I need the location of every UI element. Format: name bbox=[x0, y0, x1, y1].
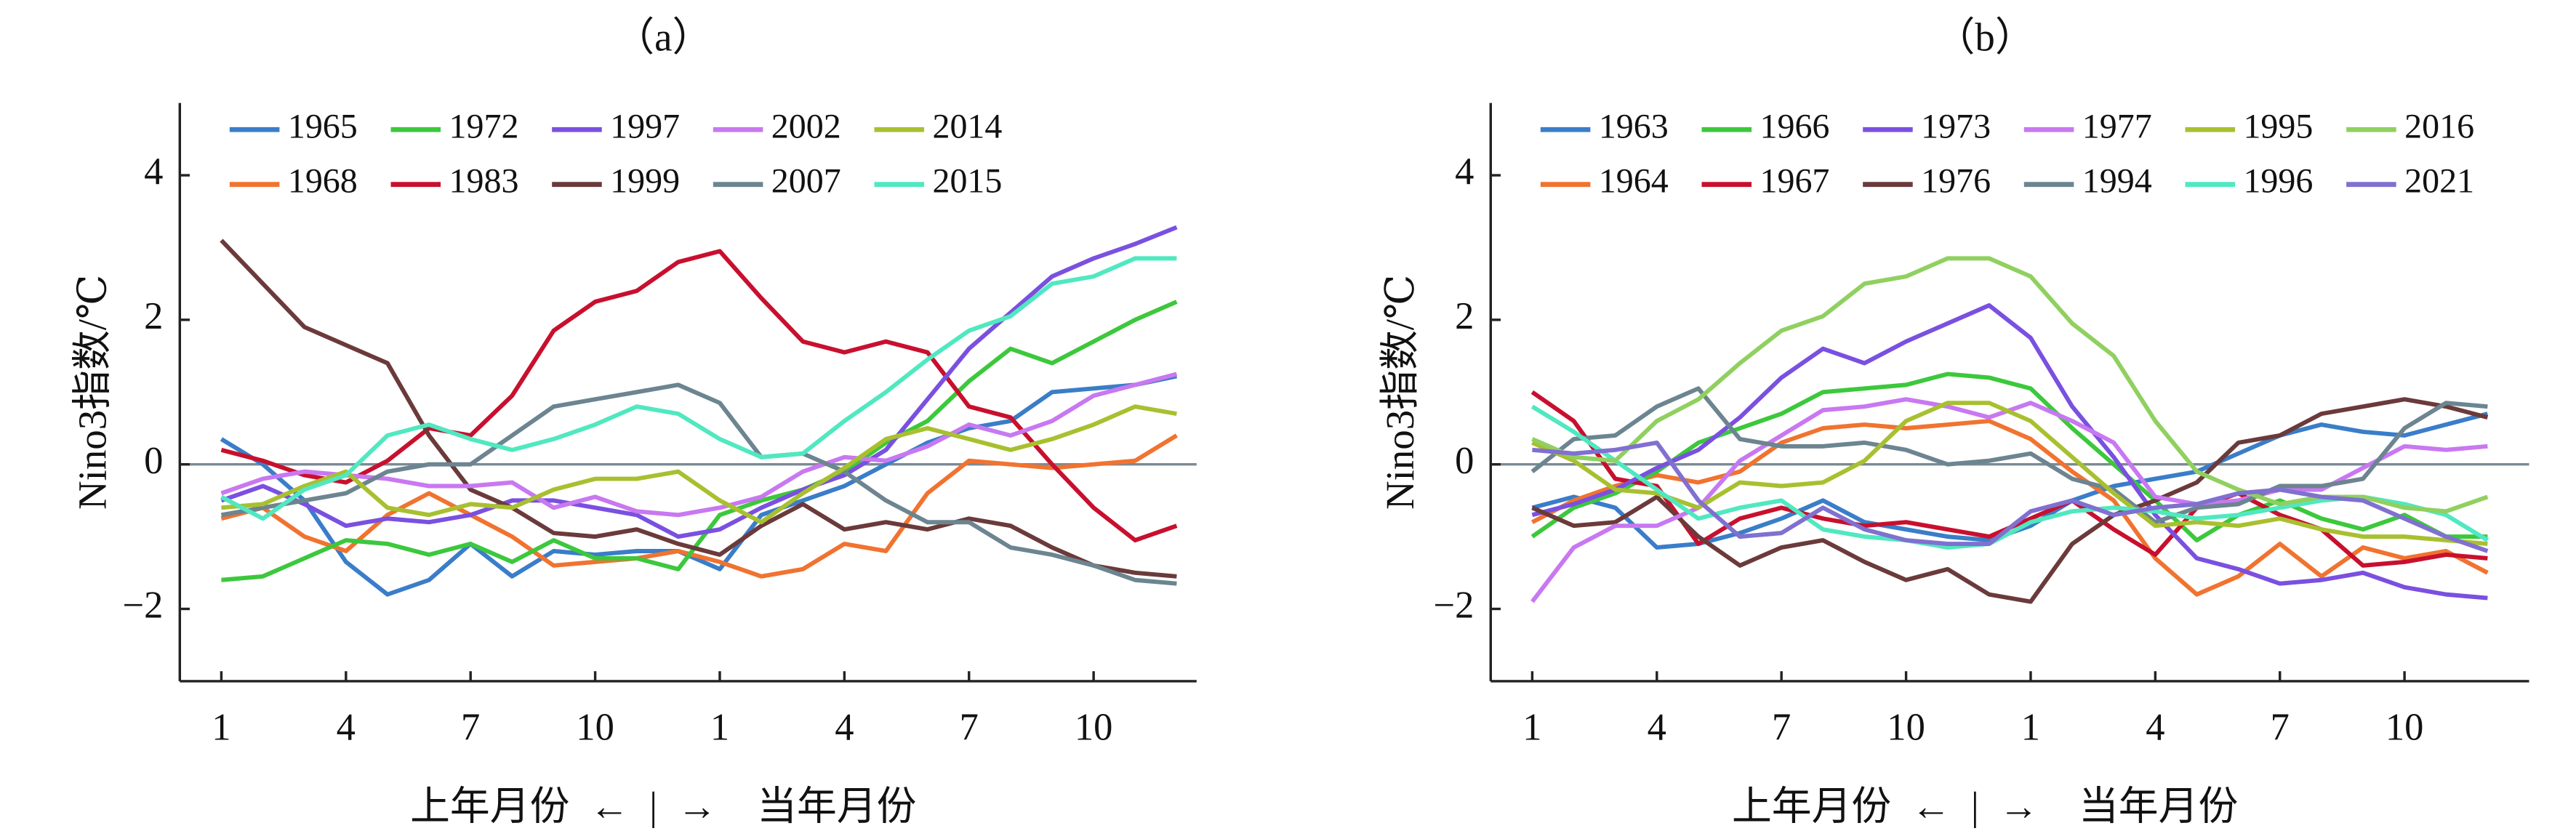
x-tick-label: 4 bbox=[2146, 707, 2164, 749]
x-tick-label: 1 bbox=[1522, 707, 1541, 749]
x-tick-label: 7 bbox=[2271, 707, 2290, 749]
y-tick-label: 4 bbox=[144, 150, 163, 193]
y-tick-label: −2 bbox=[1434, 585, 1474, 627]
legend-label: 1966 bbox=[1760, 107, 1829, 145]
series-line bbox=[220, 238, 1177, 579]
legend-label: 1976 bbox=[1921, 162, 1991, 201]
legend-label: 2016 bbox=[2404, 107, 2474, 145]
legend-label: 1977 bbox=[2082, 107, 2152, 145]
x-tick-label: 1 bbox=[2021, 707, 2040, 749]
x-tick-label: 4 bbox=[835, 707, 854, 749]
legend-label: 1973 bbox=[1921, 107, 1991, 145]
legend-label: 1983 bbox=[449, 162, 519, 201]
y-tick-label: 0 bbox=[1455, 440, 1474, 482]
x-tick-label: 7 bbox=[461, 707, 480, 749]
legend-label: 2015 bbox=[932, 162, 1002, 201]
x-tick-label: 7 bbox=[960, 707, 979, 749]
y-tick-label: −2 bbox=[123, 585, 164, 627]
x-axis-label: 上年月份 ← | → 当年月份 bbox=[410, 784, 916, 829]
legend-label: 1965 bbox=[288, 107, 358, 145]
panel-title: （a） bbox=[614, 15, 712, 60]
legend-label: 1967 bbox=[1760, 162, 1829, 201]
legend-label: 2014 bbox=[932, 107, 1002, 145]
x-tick-label: 1 bbox=[212, 707, 230, 749]
legend-label: 1964 bbox=[1599, 162, 1669, 201]
series-line bbox=[221, 404, 1177, 525]
legend-label: 2021 bbox=[2404, 162, 2474, 201]
x-tick-label: 4 bbox=[337, 707, 356, 749]
x-tick-label: 10 bbox=[1075, 707, 1113, 749]
y-tick-label: 0 bbox=[144, 440, 163, 482]
series-line bbox=[220, 374, 1178, 597]
legend-label: 2002 bbox=[771, 107, 841, 145]
y-tick-label: 2 bbox=[1455, 295, 1474, 337]
legend-label: 1994 bbox=[2082, 162, 2152, 201]
panel-title: （b） bbox=[1935, 15, 2035, 60]
x-axis-label: 上年月份 ← | → 当年月份 bbox=[1732, 784, 2238, 829]
y-tick-label: 2 bbox=[144, 295, 163, 337]
series-line bbox=[1530, 404, 2489, 550]
x-tick-label: 1 bbox=[710, 707, 729, 749]
x-tick-label: 7 bbox=[1772, 707, 1791, 749]
series-line bbox=[1531, 303, 2488, 601]
y-axis-label: Nino3指数/℃ bbox=[1378, 275, 1422, 510]
series-line bbox=[221, 300, 1178, 582]
series-line bbox=[1531, 401, 2488, 547]
legend-label: 1996 bbox=[2243, 162, 2313, 201]
series-line bbox=[220, 372, 1178, 518]
legend-label: 1999 bbox=[610, 162, 680, 201]
series-line bbox=[220, 249, 1178, 543]
legend-label: 1968 bbox=[288, 162, 358, 201]
x-tick-label: 4 bbox=[1648, 707, 1666, 749]
x-tick-label: 10 bbox=[1887, 707, 1925, 749]
series-line bbox=[1531, 419, 2489, 597]
legend-label: 1963 bbox=[1599, 107, 1669, 145]
legend-label: 1972 bbox=[449, 107, 519, 145]
series-line bbox=[1530, 386, 2488, 525]
legend-label: 1997 bbox=[610, 107, 680, 145]
y-axis-label: Nino3指数/℃ bbox=[71, 275, 115, 510]
series-line bbox=[220, 382, 1177, 586]
legend-label: 2007 bbox=[771, 162, 841, 201]
y-tick-label: 4 bbox=[1455, 150, 1474, 193]
series-line bbox=[220, 225, 1178, 539]
series-line bbox=[1532, 440, 2489, 553]
series-line bbox=[220, 256, 1177, 521]
x-tick-label: 10 bbox=[576, 707, 614, 749]
legend-label: 1995 bbox=[2243, 107, 2313, 145]
series-line bbox=[1531, 397, 2489, 604]
x-tick-label: 10 bbox=[2386, 707, 2424, 749]
series-line bbox=[1530, 372, 2488, 543]
